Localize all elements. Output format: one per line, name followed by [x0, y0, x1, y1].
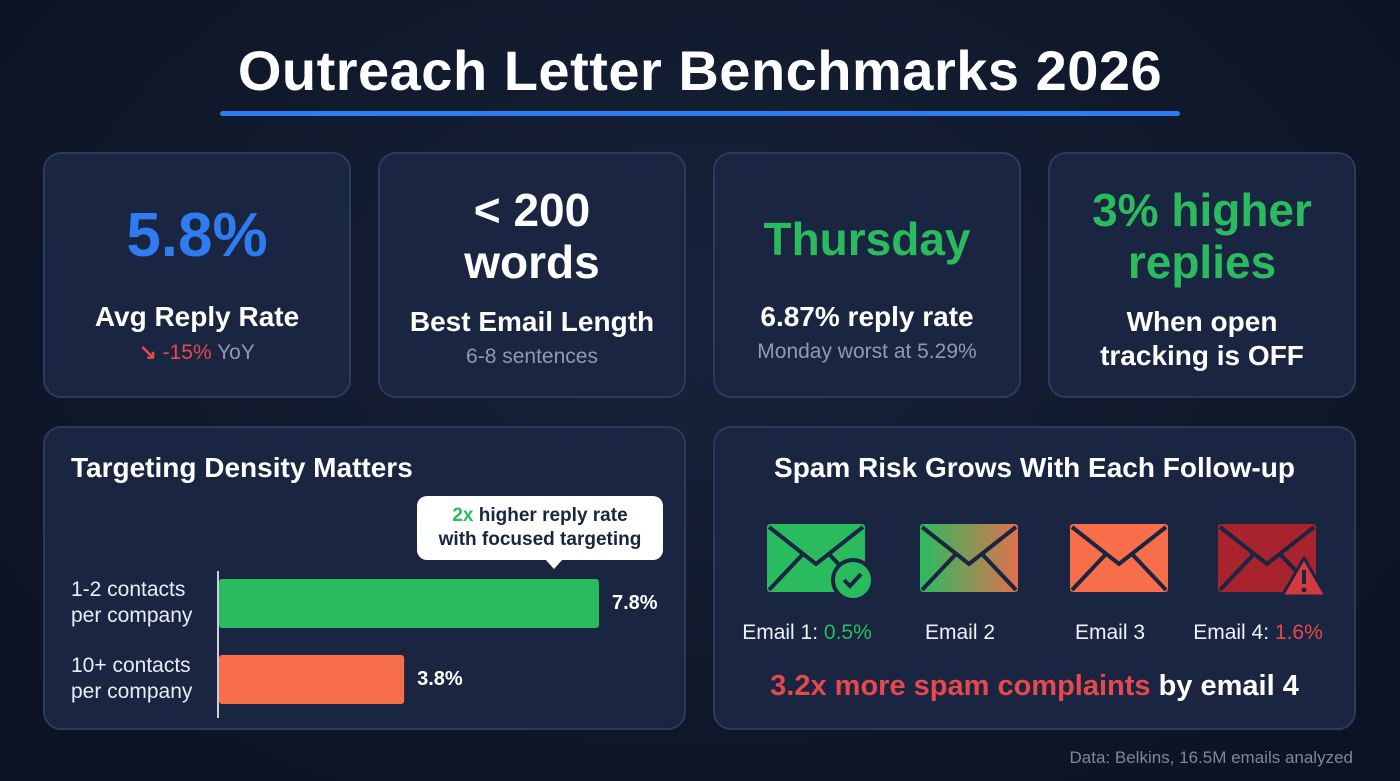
bar-1 [219, 579, 599, 628]
stat-value-line2: replies [1127, 236, 1277, 288]
stat-label-line2: tracking is OFF [1100, 340, 1304, 371]
stat-value: < 200 words [380, 184, 684, 288]
callout-bubble: 2x higher reply rate with focused target… [417, 496, 663, 569]
stat-value: 5.8% [126, 201, 268, 270]
email-label: Email 3 [1074, 621, 1146, 644]
envelope-icon [920, 524, 1018, 592]
email-3: Email 3 [1030, 520, 1190, 645]
summary-rest: by email 4 [1150, 670, 1299, 702]
stat-card-email-length: < 200 words Best Email Length 6-8 sentenc… [378, 152, 686, 398]
stat-card-reply-rate: 5.8% Avg Reply Rate ↘ -15% YoY [43, 152, 351, 398]
envelope-icon [1218, 524, 1328, 598]
bar-chart-svg [217, 571, 599, 718]
arrow-down-right-icon: ↘ [139, 341, 157, 364]
stat-label: When open tracking is OFF [1050, 305, 1354, 373]
panel-title: Spam Risk Grows With Each Follow-up [774, 452, 1295, 483]
stat-value-line1: 3% higher [1092, 184, 1312, 236]
trend-value: -15% [162, 341, 212, 364]
page-title: Outreach Letter Benchmarks 2026 [237, 39, 1163, 102]
category-label: 10+ contacts per company [71, 654, 193, 703]
email-spam-rate: 0.5% [823, 621, 872, 644]
targeting-panel: Targeting Density Matters 2x higher repl… [43, 426, 686, 730]
summary-highlight: 3.2x more spam complaints [770, 670, 1151, 702]
spam-summary: 3.2x more spam complaints by email 4 [715, 670, 1354, 703]
trend-suffix: YoY [217, 341, 255, 364]
check-icon [831, 558, 875, 602]
stat-label: 6.87% reply rate [760, 301, 974, 332]
email-label: Email 1: [742, 621, 819, 644]
stat-label: Avg Reply Rate [94, 301, 300, 332]
title-underline [220, 111, 1180, 116]
stat-value: Thursday [763, 213, 971, 265]
stat-trend: ↘ -15% YoY [45, 340, 349, 365]
stat-label-line1: When open [1126, 306, 1278, 337]
email-label: Email 2 [924, 621, 996, 644]
callout-line2: with focused targeting [438, 529, 642, 550]
category-label: 1-2 contacts per company [71, 578, 193, 627]
bar-value-label: 3.8% [417, 668, 463, 690]
warning-icon [1280, 556, 1328, 598]
stat-card-best-day: Thursday 6.87% reply rate Monday worst a… [713, 152, 1021, 398]
envelope-icon [767, 524, 875, 602]
envelope-icon [1070, 524, 1168, 592]
callout-highlight: 2x [452, 505, 474, 526]
panel-title: Targeting Density Matters [71, 452, 413, 483]
spam-panel: Spam Risk Grows With Each Follow-up Emai… [713, 426, 1356, 730]
email-4: Email 4: 1.6% [1178, 520, 1338, 645]
email-label: Email 4: [1193, 621, 1270, 644]
footer-source: Data: Belkins, 16.5M emails analyzed [1069, 748, 1353, 767]
callout-line1: higher reply rate [473, 505, 628, 526]
callout-pointer [545, 559, 563, 569]
stat-value: 3% higher replies [1050, 184, 1354, 288]
stat-value-line2: words [464, 236, 600, 288]
stat-card-open-tracking: 3% higher replies When open tracking is OF… [1048, 152, 1356, 398]
stat-label: Best Email Length [409, 306, 655, 337]
stat-value-line1: < 200 [473, 184, 591, 236]
bar-2 [219, 655, 405, 704]
email-spam-rate: 1.6% [1274, 621, 1323, 644]
stat-sub: Monday worst at 5.29% [757, 340, 977, 363]
email-2: Email 2 [880, 520, 1040, 645]
email-1: Email 1: 0.5% [727, 520, 887, 645]
stat-sub: 6-8 sentences [466, 345, 598, 368]
bar-value-label: 7.8% [612, 592, 658, 614]
